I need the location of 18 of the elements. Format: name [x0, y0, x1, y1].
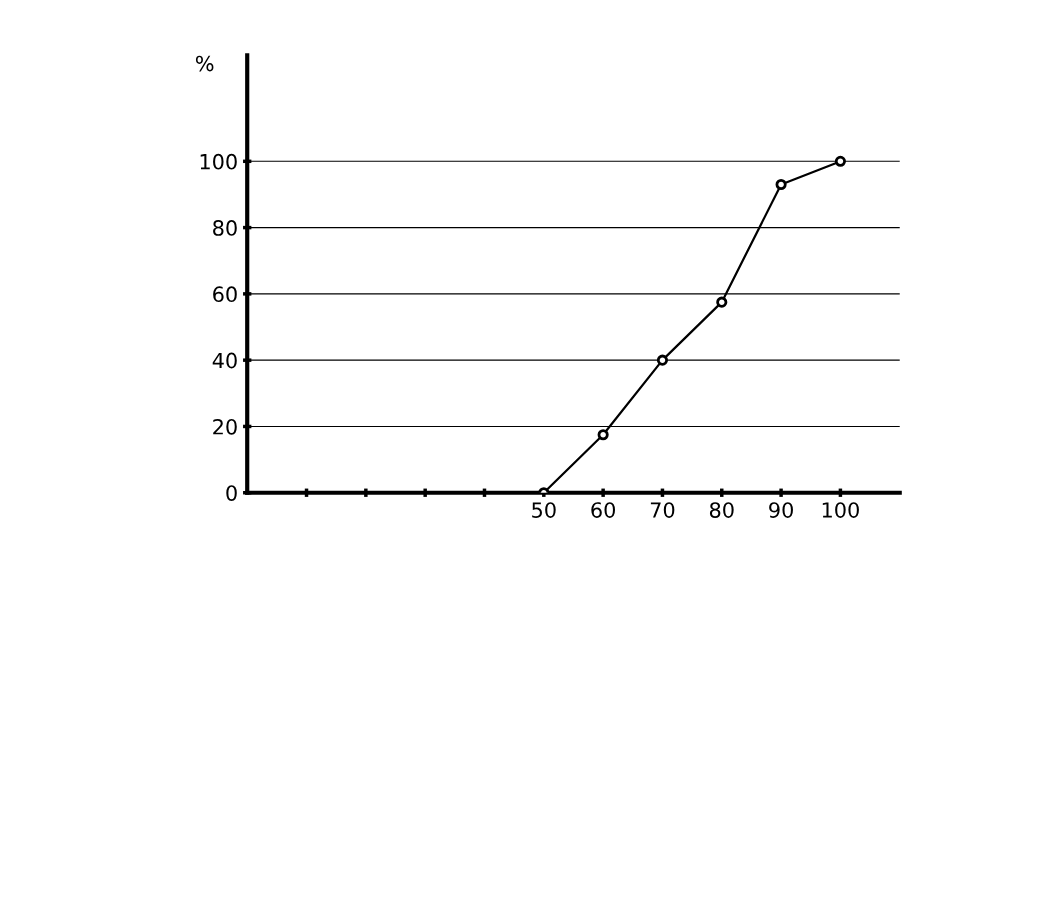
x-tick-label: 50	[532, 502, 556, 518]
y-tick-label: 100	[200, 153, 237, 170]
point	[834, 155, 846, 167]
y-tick-label: 60	[213, 286, 237, 303]
y-tick-label: 0	[226, 485, 237, 501]
y-axis-title: %	[195, 55, 214, 72]
y-tick-label: 40	[212, 352, 237, 369]
x-tick-label: 60	[591, 502, 615, 518]
y-tick-label: 20	[213, 418, 237, 435]
x-tick-label: 90	[769, 502, 793, 518]
point	[597, 429, 609, 441]
y-tick-label: 80	[213, 220, 237, 236]
point	[775, 178, 787, 191]
x-tick-label: 100	[822, 502, 859, 518]
x-tick-label: 80	[709, 502, 734, 518]
point	[656, 354, 669, 366]
point	[716, 296, 728, 308]
x-tick-label: 70	[650, 502, 675, 518]
